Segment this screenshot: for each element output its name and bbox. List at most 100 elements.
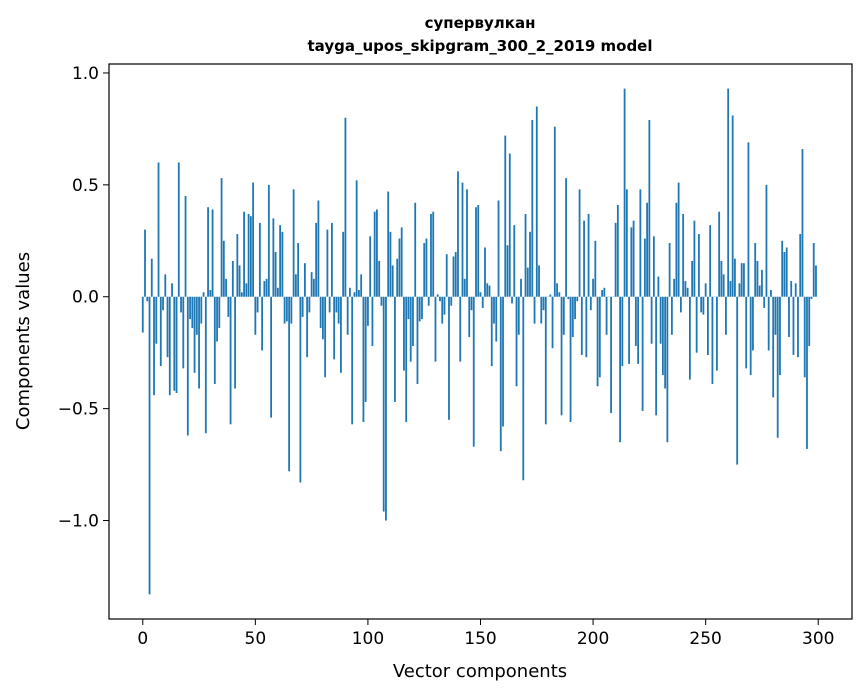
y-axis-label: Components values	[13, 252, 34, 430]
bar	[281, 231, 284, 297]
bar	[517, 296, 520, 335]
bar	[747, 142, 750, 297]
bar	[182, 296, 185, 369]
bar	[526, 267, 529, 297]
bar	[497, 200, 500, 297]
bar	[707, 296, 709, 355]
y-tick-label: −0.5	[58, 400, 99, 420]
chart-subtitle: tayga_upos_skipgram_300_2_2019 model	[308, 37, 653, 55]
bar	[788, 296, 790, 338]
bars-group	[141, 88, 817, 595]
bar	[425, 238, 428, 297]
bar	[184, 196, 187, 297]
bar	[362, 296, 365, 423]
bar	[704, 283, 707, 297]
bar	[254, 296, 257, 335]
bar	[553, 126, 556, 297]
bar	[594, 240, 597, 297]
bar	[569, 296, 572, 423]
bar	[475, 207, 477, 297]
bar	[511, 296, 513, 304]
bar	[565, 178, 567, 297]
bar	[344, 117, 347, 297]
bar	[400, 227, 403, 297]
bar	[502, 296, 504, 427]
bar	[394, 296, 396, 402]
x-tick-label: 200	[577, 629, 609, 649]
bar	[202, 292, 205, 297]
bar	[148, 296, 151, 595]
bar	[504, 135, 507, 297]
axes-frame	[108, 63, 853, 620]
bar	[389, 231, 392, 297]
bar	[729, 281, 732, 297]
bar	[639, 189, 642, 297]
bar	[587, 213, 590, 297]
bar	[249, 216, 252, 297]
bar	[270, 296, 273, 418]
bar	[195, 296, 198, 335]
bar	[720, 260, 723, 297]
bar	[765, 184, 768, 297]
bar	[261, 296, 264, 351]
bar	[646, 202, 649, 297]
bar	[650, 296, 653, 344]
bar	[243, 211, 245, 297]
bar	[801, 149, 804, 297]
bar	[468, 296, 471, 338]
bar	[432, 211, 435, 297]
bar	[589, 296, 592, 311]
bar	[583, 220, 585, 297]
bar	[637, 296, 640, 364]
bar	[702, 296, 705, 315]
bar	[479, 292, 482, 297]
bar	[153, 296, 155, 396]
bar	[225, 278, 227, 297]
bar	[461, 182, 464, 297]
bar	[263, 281, 266, 297]
chart-title: супервулкан	[425, 14, 536, 32]
bar	[621, 296, 624, 367]
x-axis-ticks: 0 50 100 150 200 250 300	[137, 619, 834, 649]
bar	[576, 296, 579, 302]
x-axis-label: Vector components	[393, 661, 567, 682]
bar	[686, 287, 689, 297]
bar	[396, 258, 399, 297]
bar	[204, 296, 207, 434]
bar	[808, 296, 811, 346]
bar	[274, 251, 277, 297]
bar	[330, 222, 333, 297]
bar	[220, 178, 223, 297]
bar	[418, 296, 421, 322]
bar	[716, 296, 718, 371]
bar	[144, 229, 146, 297]
bar	[770, 290, 772, 297]
bar	[616, 204, 619, 297]
bar	[333, 296, 336, 360]
bar	[346, 296, 349, 335]
bar	[414, 202, 417, 297]
bar	[200, 296, 203, 324]
bar	[155, 296, 158, 344]
bar	[436, 294, 439, 297]
bar	[452, 256, 455, 297]
bar	[734, 258, 736, 297]
bar	[267, 184, 270, 297]
bar	[272, 218, 275, 297]
bar	[407, 296, 410, 320]
bar	[398, 238, 401, 297]
bar	[164, 274, 167, 297]
y-tick-label: 0.5	[72, 176, 99, 196]
bar	[198, 296, 200, 389]
bar	[146, 296, 149, 302]
bar	[222, 240, 225, 297]
bar	[306, 296, 309, 358]
bar	[493, 296, 495, 324]
bar	[481, 296, 484, 308]
bar	[693, 220, 696, 297]
bar	[794, 283, 797, 297]
bar	[369, 236, 372, 297]
bar	[666, 296, 669, 443]
bar	[673, 278, 676, 297]
